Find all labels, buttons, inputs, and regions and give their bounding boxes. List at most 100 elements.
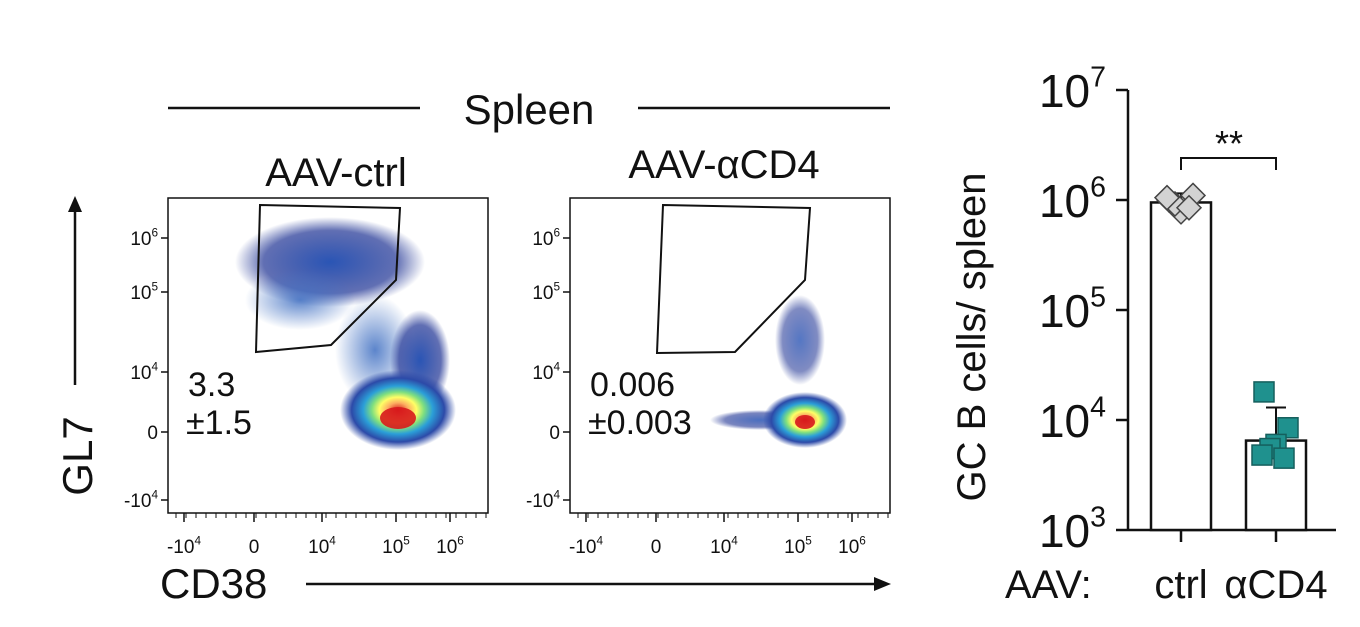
x-ticks-acd4: -104 0 104 105 106 [569, 513, 889, 558]
cd38-arrow-head [874, 577, 891, 591]
y-tick-label-ctrl-base: 10 [130, 229, 151, 250]
y-tick-label-acd4-exp: 4 [553, 488, 560, 501]
y-tick-label-acd4: 105 [532, 280, 560, 304]
bar-chart-xlabel: AAV: [1005, 563, 1092, 607]
y-tick-label-acd4: 0 [549, 423, 560, 444]
gate-acd4 [655, 203, 812, 355]
bar-chart-ylabel: GC B cells/ spleen [950, 172, 994, 501]
x-tick-label-ctrl: 106 [436, 534, 464, 558]
y-tick-label-ctrl-base: 10 [130, 363, 151, 384]
data-point-acd4 [1277, 417, 1299, 439]
x-tick-label-ctrl-base: 10 [308, 537, 329, 558]
x-tick-label-acd4-exp: 5 [805, 534, 812, 547]
x-tick-label-acd4: 106 [838, 534, 866, 558]
bar-y-tick-label: 105 [1039, 281, 1106, 337]
y-tick-label-acd4: 104 [532, 360, 560, 384]
y-tick-label-ctrl-base: -10 [124, 491, 151, 512]
data-point-acd4 [1251, 444, 1273, 466]
x-tick-label-acd4-base: 10 [784, 537, 805, 558]
x-tick-label-ctrl: 105 [382, 534, 410, 558]
y-tick-label-ctrl-exp: 5 [151, 280, 158, 293]
panel-title-ctrl: AAV-ctrl [265, 151, 407, 195]
significance-bracket [1180, 157, 1277, 170]
x-tick-label-acd4-exp: 6 [859, 534, 866, 547]
y-tick-label-ctrl-exp: 4 [151, 488, 158, 501]
bar-y-tick-label: 103 [1039, 501, 1106, 557]
y-tick-label-acd4-base: 10 [532, 283, 553, 304]
x-tick-label-acd4: 105 [784, 534, 812, 558]
bar-y-tick-label-exp: 3 [1090, 501, 1106, 533]
x-tick-label-acd4: 104 [710, 534, 738, 558]
x-tick-label-ctrl: 104 [308, 534, 336, 558]
bar-y-tick-label-base: 10 [1039, 395, 1090, 447]
significance-label: ** [1215, 123, 1243, 164]
bar-y-tick-label: 107 [1039, 61, 1106, 117]
x-tick-label-ctrl-exp: 4 [194, 534, 201, 547]
data-point-ctrl [1153, 184, 1181, 211]
x-tick-label-ctrl-base: 10 [436, 537, 457, 558]
y-tick-label-ctrl: 106 [130, 226, 158, 250]
data-point-acd4 [1253, 381, 1275, 403]
x-tick-label-acd4-exp: 4 [731, 534, 738, 547]
y-tick-label-ctrl-exp: 4 [151, 360, 158, 373]
bar-y-tick-label-base: 10 [1039, 175, 1090, 227]
x-tick-label-ctrl-base: -10 [167, 537, 194, 558]
gate-percent-acd4: 0.006 [590, 366, 675, 404]
y-tick-label-acd4-exp: 5 [553, 280, 560, 293]
bar-y-tick-label: 106 [1039, 171, 1106, 227]
bar-y-tick-label-base: 10 [1039, 65, 1090, 117]
panel-title-acd4: AAV-αCD4 [628, 143, 819, 187]
organ-title: Spleen [464, 86, 595, 133]
y-tick-label-ctrl-exp: 6 [151, 226, 158, 239]
y-tick-label-ctrl-base: 10 [130, 283, 151, 304]
bar-x-tick-label: ctrl [1154, 563, 1207, 607]
y-tick-label-acd4-base: 10 [532, 363, 553, 384]
bar-y-tick-label-exp: 5 [1090, 281, 1106, 313]
bar-y-tick-label-exp: 4 [1090, 391, 1106, 423]
x-tick-label-ctrl-exp: 5 [403, 534, 410, 547]
bar-y-tick-label: 104 [1039, 391, 1106, 447]
plot-frame-ctrl [167, 197, 489, 514]
bar-chart: GC B cells/ spleen AAV: 103104105106107c… [950, 61, 1336, 607]
x-tick-label-acd4-base: -10 [569, 537, 596, 558]
x-tick-label-ctrl: 0 [249, 537, 260, 558]
y-tick-label-ctrl: 105 [130, 280, 158, 304]
x-tick-label-ctrl: -104 [167, 534, 201, 558]
x-tick-label-acd4-base: 10 [710, 537, 731, 558]
bar-y-tick-label-exp: 7 [1090, 61, 1106, 93]
plot-frame-acd4 [569, 197, 891, 514]
y-tick-label-acd4: -104 [526, 488, 560, 512]
x-tick-label-ctrl-exp: 4 [329, 534, 336, 547]
y-tick-label-acd4-base: -10 [526, 491, 553, 512]
bar-x-tick-label: αCD4 [1224, 563, 1327, 607]
x-tick-label-ctrl-base: 10 [382, 537, 403, 558]
y-tick-label-acd4-exp: 4 [553, 360, 560, 373]
y-tick-label-acd4: 106 [532, 226, 560, 250]
x-ticks-ctrl: -104 0 104 105 106 [167, 513, 487, 558]
x-tick-label-acd4-base: 10 [838, 537, 859, 558]
density-cloud-ctrl [235, 217, 456, 450]
data-point-ctrl [1175, 194, 1203, 221]
bar-ctrl [1149, 201, 1213, 532]
x-tick-label-acd4-base: 0 [651, 537, 662, 558]
y-tick-label-acd4-exp: 6 [553, 226, 560, 239]
gate-percent-ctrl: 3.3 [188, 366, 235, 404]
bar-y-tick-label-exp: 6 [1090, 171, 1106, 203]
density-cloud-acd4 [710, 295, 847, 448]
x-axis-label-cd38: CD38 [160, 560, 267, 607]
y-tick-label-acd4-base: 10 [532, 229, 553, 250]
bar-y-tick-label-base: 10 [1039, 505, 1090, 557]
x-tick-label-acd4: -104 [569, 534, 603, 558]
y-tick-label-ctrl: -104 [124, 488, 158, 512]
x-tick-label-ctrl-base: 0 [249, 537, 260, 558]
gate-sd-acd4: ±0.003 [588, 404, 692, 442]
y-axis-label-gl7: GL7 [54, 416, 101, 495]
gl7-arrow-head [68, 196, 82, 212]
bar-y-tick-label-base: 10 [1039, 285, 1090, 337]
